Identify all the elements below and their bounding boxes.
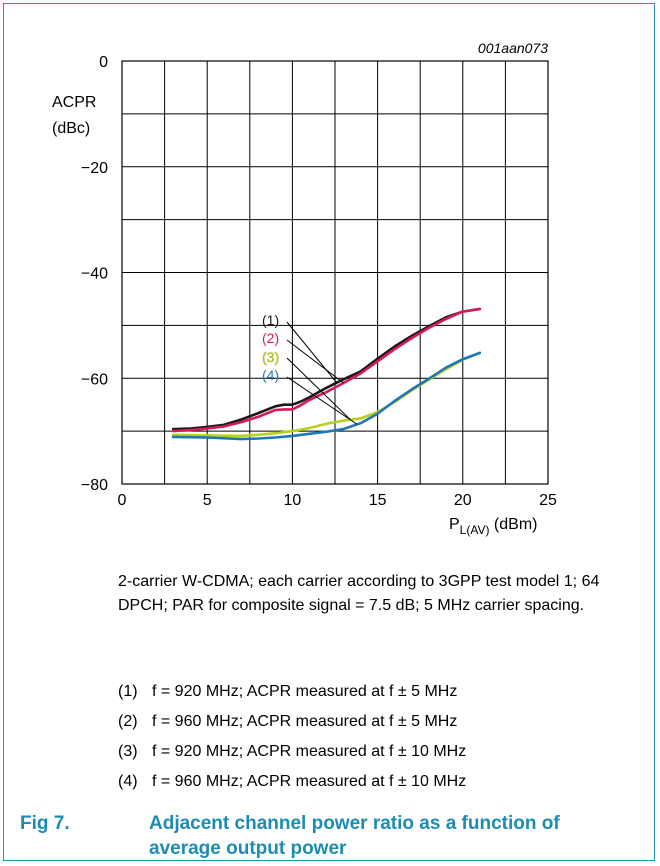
- series-line-3: [171, 351, 482, 438]
- x-axis-label: PL(AV) (dBm): [449, 516, 537, 537]
- note-3-text: f = 920 MHz; ACPR measured at f ± 10 MHz: [152, 743, 467, 760]
- callout-label-1: (1): [262, 312, 279, 328]
- series-line-4: [171, 351, 482, 441]
- note-1-number: (1): [118, 683, 138, 700]
- x-tick-label: 5: [203, 492, 212, 509]
- callout-leader-2: [286, 339, 344, 384]
- callout-label-2: (2): [262, 330, 279, 346]
- y-tick-label: −20: [81, 160, 108, 177]
- note-3-number: (3): [118, 743, 138, 760]
- figure-id: 001aan073: [478, 40, 548, 56]
- plot-border: [121, 60, 549, 485]
- tick-labels: 0 5 10 15 20 25 0 −20 −40 −60 −80: [81, 54, 557, 509]
- x-axis-label-sub: L(AV): [460, 523, 490, 537]
- note-4-text: f = 960 MHz; ACPR measured at f ± 10 MHz: [152, 773, 467, 790]
- y-axis-label-line2: (dBc): [52, 120, 90, 137]
- callouts: (1) (2) (3) (4): [262, 312, 358, 425]
- note-2-text: f = 960 MHz; ACPR measured at f ± 5 MHz: [152, 713, 458, 730]
- caption-text: Adjacent channel power ratio as a functi…: [149, 813, 560, 859]
- callout-leader-4: [286, 376, 358, 425]
- callout-label-4: (4): [262, 367, 279, 383]
- x-tick-label: 0: [118, 492, 127, 509]
- note-4-number: (4): [118, 773, 138, 790]
- series-line-2: [171, 307, 482, 433]
- y-tick-label: 0: [99, 54, 108, 71]
- notes-section: 2-carrier W-CDMA; each carrier according…: [118, 570, 648, 628]
- x-tick-label: 25: [539, 492, 557, 509]
- y-axis-label-line1: ACPR: [52, 94, 96, 111]
- callout-leader-1: [286, 321, 338, 384]
- y-tick-label: −80: [81, 477, 108, 494]
- series-line-1: [171, 307, 482, 431]
- note-2-number: (2): [118, 713, 138, 730]
- note-1-text: f = 920 MHz; ACPR measured at f ± 5 MHz: [152, 683, 458, 700]
- figure-frame: [3, 3, 655, 861]
- x-axis-label-unit: (dBm): [489, 516, 537, 533]
- y-tick-label: −40: [81, 266, 108, 283]
- x-axis-label-main: P: [449, 516, 460, 533]
- grid-lines: [121, 60, 549, 485]
- series-lines: [171, 307, 482, 441]
- x-tick-label: 20: [454, 492, 472, 509]
- acpr-chart: (1) (2) (3) (4) 0 5 10 15 20 25 0 −20 −40 −60 −80 001…: [52, 40, 557, 537]
- callout-label-3: (3): [262, 349, 279, 365]
- x-tick-label: 10: [284, 492, 302, 509]
- caption-label: Fig 7.: [20, 813, 70, 834]
- y-tick-label: −60: [81, 371, 108, 388]
- x-tick-label: 15: [369, 492, 387, 509]
- callout-leader-3: [286, 357, 351, 421]
- chart-description: 2-carrier W-CDMA; each carrier according…: [118, 573, 600, 614]
